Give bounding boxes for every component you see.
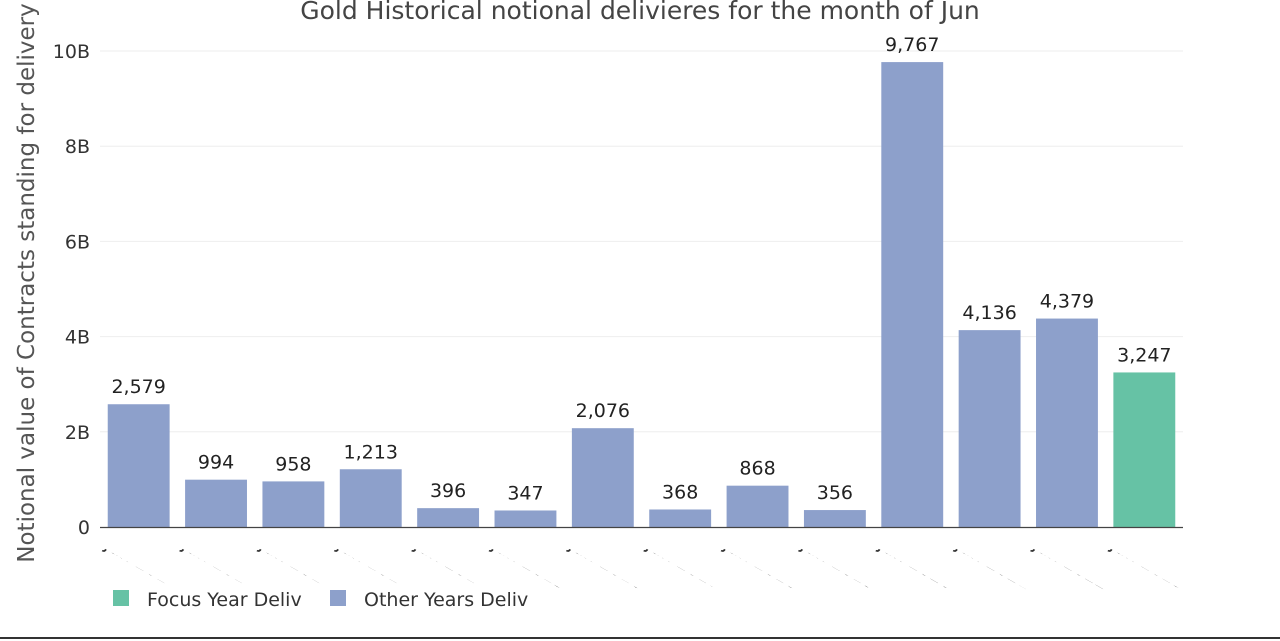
bar-value-label: 3,247 bbox=[1117, 344, 1171, 366]
chart-title: Gold Historical notional delivieres for … bbox=[300, 0, 980, 25]
bar bbox=[881, 62, 944, 528]
bar bbox=[262, 481, 325, 527]
y-tick-label: 8B bbox=[65, 136, 90, 158]
bar-value-label: 9,767 bbox=[885, 34, 939, 56]
bar bbox=[339, 469, 402, 527]
x-tick-label: Jun 2023 bbox=[1106, 533, 1191, 595]
bar-value-label: 4,379 bbox=[1040, 291, 1094, 313]
x-tick-label: Jun 2019 bbox=[797, 533, 882, 595]
bar-value-label: 994 bbox=[198, 452, 234, 474]
x-tick-label: Jun 201 bbox=[332, 533, 406, 589]
y-tick-label: 4B bbox=[65, 327, 90, 349]
y-tick-label: 6B bbox=[65, 231, 90, 253]
bar bbox=[958, 330, 1021, 527]
x-tick-label: Jun 201 bbox=[255, 533, 329, 589]
x-tick-label: Jun 201 bbox=[178, 533, 252, 589]
y-axis-ticks: 0 2B 4B 6B 8B 10B bbox=[53, 41, 90, 539]
x-tick-label: Jun 201 bbox=[410, 533, 484, 589]
bar bbox=[1036, 318, 1098, 527]
bottom-divider bbox=[0, 637, 1280, 639]
bar-value-label: 356 bbox=[817, 482, 853, 504]
x-tick-label: Jun 2017 bbox=[642, 533, 727, 595]
bars bbox=[107, 62, 1176, 528]
legend-label: Focus Year Deliv bbox=[147, 589, 302, 611]
y-tick-label: 0 bbox=[78, 517, 90, 539]
bar-value-label: 4,136 bbox=[962, 302, 1016, 324]
data-labels: 2,579 994 958 1,213 396 347 2,076 368 868 356 9,76… bbox=[111, 34, 1171, 504]
x-tick-label: Jun 2015 bbox=[487, 533, 572, 595]
bar-value-label: 396 bbox=[430, 480, 466, 502]
bar bbox=[185, 479, 247, 527]
y-tick-label: 2B bbox=[65, 422, 90, 444]
y-tick-label: 10B bbox=[53, 41, 90, 63]
bar-value-label: 347 bbox=[507, 482, 543, 504]
bar-value-label: 868 bbox=[739, 458, 775, 480]
bar bbox=[649, 509, 712, 527]
x-tick-label: Jun 2021 bbox=[951, 533, 1036, 595]
legend-swatch bbox=[330, 590, 346, 606]
bar-value-label: 1,213 bbox=[344, 441, 398, 463]
bar-value-label: 2,076 bbox=[576, 400, 630, 422]
legend-swatch bbox=[113, 590, 129, 606]
bar bbox=[571, 428, 634, 527]
bar bbox=[726, 485, 789, 527]
bar bbox=[107, 404, 170, 527]
bar-value-label: 368 bbox=[662, 481, 698, 503]
bar-value-label: 958 bbox=[275, 453, 311, 475]
x-tick-label: Jun 201 bbox=[100, 533, 174, 589]
bar-value-label: 2,579 bbox=[111, 376, 165, 398]
x-tick-label: Jun 2022 bbox=[1029, 533, 1114, 595]
x-tick-label: Jun 2016 bbox=[564, 533, 649, 595]
bar bbox=[494, 510, 557, 527]
x-tick-label: Jun 2020 bbox=[874, 533, 959, 595]
x-axis-ticks: Jun 201 Jun 201 Jun 201 Jun 201 Jun 201 Jun 2… bbox=[100, 533, 1191, 595]
bar bbox=[1113, 372, 1176, 527]
legend: Focus Year Deliv Other Years Deliv bbox=[113, 589, 528, 611]
legend-label: Other Years Deliv bbox=[364, 589, 528, 611]
bar bbox=[417, 508, 480, 527]
bar bbox=[803, 510, 866, 527]
x-tick-label: Jun 2018 bbox=[719, 533, 804, 595]
y-axis-label: Notional value of Contracts standing for… bbox=[14, 3, 40, 562]
